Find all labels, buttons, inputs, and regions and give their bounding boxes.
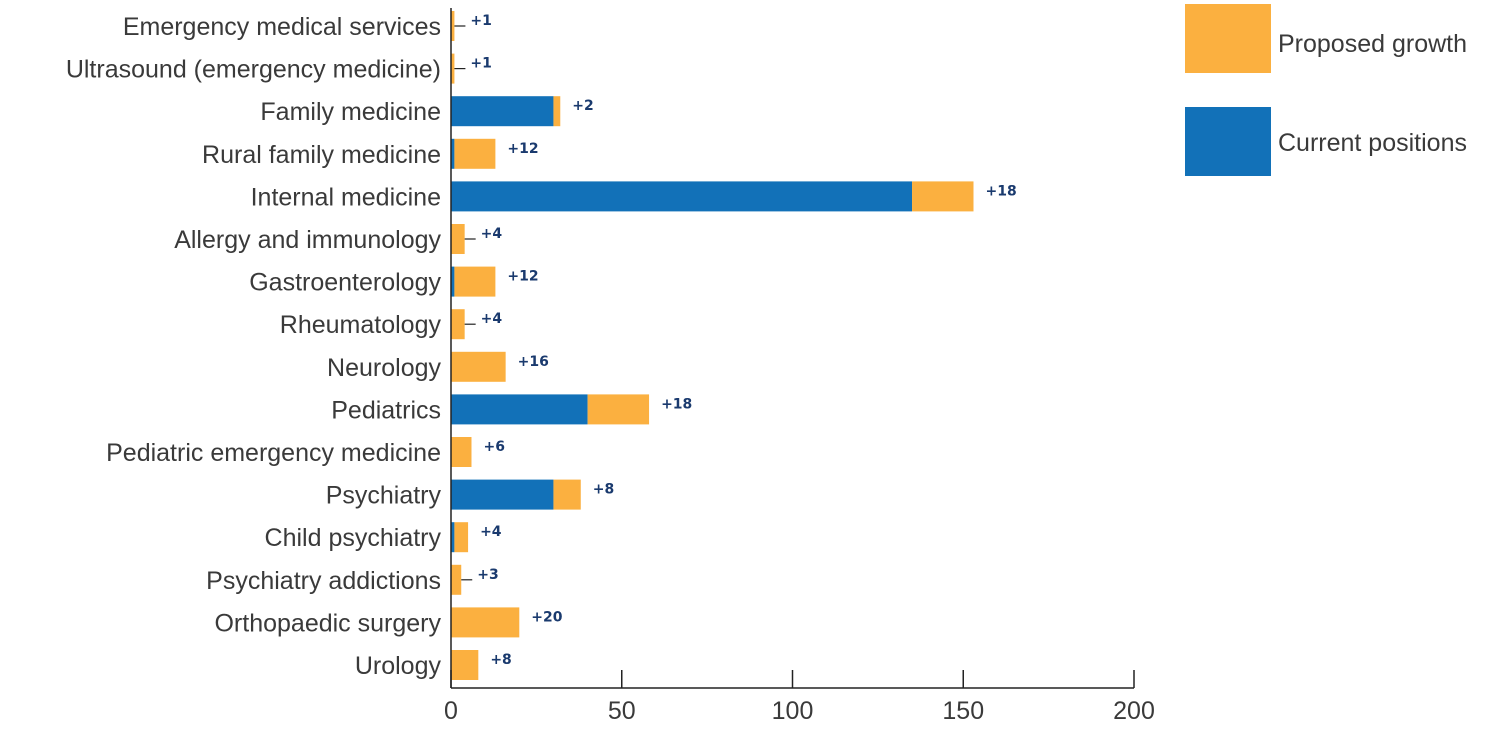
category-label-rheumatology: Rheumatology xyxy=(280,311,442,339)
data-label-ultrasound-emergency-medicine: +1 xyxy=(470,56,491,72)
leaders-layer xyxy=(454,25,476,581)
bar-growth-rheumatology xyxy=(451,309,465,340)
data-label-pediatrics: +18 xyxy=(661,396,692,412)
category-label-family-medicine: Family medicine xyxy=(260,98,441,126)
legend: Proposed growth Current positions xyxy=(1185,4,1467,176)
data-label-orthopaedic-surgery: +20 xyxy=(531,609,562,625)
bars-layer xyxy=(451,11,974,680)
data-label-internal-medicine: +18 xyxy=(985,183,1016,199)
data-label-neurology: +16 xyxy=(518,354,549,370)
category-label-emergency-medical-services: Emergency medical services xyxy=(123,13,441,41)
bar-current-pediatrics xyxy=(451,394,588,425)
bar-growth-allergy-and-immunology xyxy=(451,224,465,254)
x-tick-label-0: 0 xyxy=(444,697,458,725)
category-labels: Emergency medical services Ultrasound (em… xyxy=(66,13,442,680)
data-label-psychiatry-addictions: +3 xyxy=(477,567,498,583)
bar-current-psychiatry xyxy=(451,479,554,510)
legend-swatch-current-positions xyxy=(1185,107,1271,176)
legend-label-proposed-growth: Proposed growth xyxy=(1278,30,1467,58)
bar-growth-ultrasound-emergency-medicine xyxy=(451,53,455,84)
bar-growth-child-psychiatry xyxy=(454,522,469,553)
x-tick-label-150: 150 xyxy=(942,697,984,725)
data-label-family-medicine: +2 xyxy=(572,98,593,114)
bar-growth-orthopaedic-surgery xyxy=(451,607,520,638)
data-label-emergency-medical-services: +1 xyxy=(470,13,491,29)
category-label-rural-family-medicine: Rural family medicine xyxy=(202,141,441,169)
bar-growth-psychiatry-addictions xyxy=(451,564,462,595)
data-label-gastroenterology: +12 xyxy=(507,269,538,285)
data-label-allergy-and-immunology: +4 xyxy=(481,226,503,242)
bar-current-family-medicine xyxy=(451,96,554,127)
data-label-psychiatry: +8 xyxy=(593,482,614,498)
category-label-neurology: Neurology xyxy=(327,354,441,382)
x-tick-label-50: 50 xyxy=(608,697,636,725)
category-label-psychiatry-addictions: Psychiatry addictions xyxy=(206,567,441,595)
bar-growth-urology xyxy=(451,650,479,680)
category-label-pediatric-emergency-medicine: Pediatric emergency medicine xyxy=(106,439,441,467)
category-label-orthopaedic-surgery: Orthopaedic surgery xyxy=(214,609,441,637)
bar-growth-pediatric-emergency-medicine xyxy=(451,437,472,467)
bar-growth-psychiatry xyxy=(553,479,581,510)
data-label-rheumatology: +4 xyxy=(481,311,503,327)
category-label-pediatrics: Pediatrics xyxy=(331,396,441,424)
x-tick-label-200: 200 xyxy=(1113,697,1155,725)
category-label-gastroenterology: Gastroenterology xyxy=(249,269,441,297)
category-label-psychiatry: Psychiatry xyxy=(326,482,442,510)
category-label-child-psychiatry: Child psychiatry xyxy=(265,524,442,552)
category-label-urology: Urology xyxy=(355,652,442,680)
bar-current-child-psychiatry xyxy=(451,522,455,553)
category-label-ultrasound-emergency-medicine: Ultrasound (emergency medicine) xyxy=(66,56,441,84)
bar-growth-family-medicine xyxy=(553,96,561,127)
bar-current-rural-family-medicine xyxy=(451,138,455,169)
data-label-pediatric-emergency-medicine: +6 xyxy=(483,439,504,455)
bar-growth-gastroenterology xyxy=(454,266,496,297)
x-tick-label-100: 100 xyxy=(772,697,814,725)
bar-growth-internal-medicine xyxy=(912,181,974,212)
bar-current-internal-medicine xyxy=(451,181,913,212)
bar-current-gastroenterology xyxy=(451,266,455,297)
bar-growth-emergency-medical-services xyxy=(451,11,455,41)
data-label-urology: +8 xyxy=(490,652,511,668)
data-labels: +1 +1 +2 +12 +18 +4 +12 +4 +16 +18 +6 +8 +4 +3 +20 +8 xyxy=(470,13,1016,668)
category-label-allergy-and-immunology: Allergy and immunology xyxy=(174,226,441,254)
legend-label-current-positions: Current positions xyxy=(1278,129,1467,157)
data-label-rural-family-medicine: +12 xyxy=(507,141,538,157)
bar-growth-rural-family-medicine xyxy=(454,138,496,169)
bar-growth-neurology xyxy=(451,351,506,382)
bar-growth-pediatrics xyxy=(587,394,650,425)
x-ticks: 0 50 100 150 200 xyxy=(444,670,1155,725)
data-label-child-psychiatry: +4 xyxy=(480,524,502,540)
category-label-internal-medicine: Internal medicine xyxy=(251,183,441,211)
legend-swatch-proposed-growth xyxy=(1185,4,1271,73)
